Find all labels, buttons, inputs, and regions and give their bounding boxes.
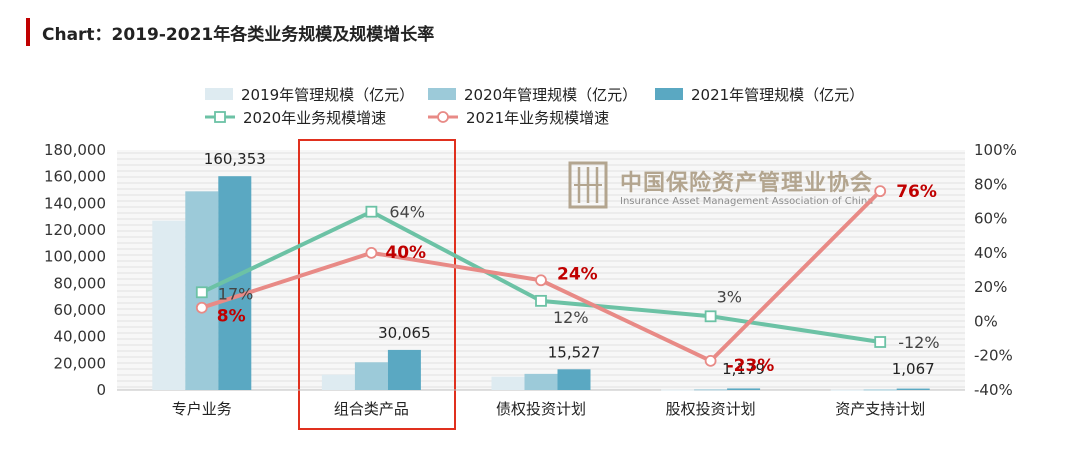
legend: 2019年管理规模（亿元） 2020年管理规模（亿元） 2021年管理规模（亿元） 2… <box>205 86 864 127</box>
legend-swatch <box>205 88 233 100</box>
bar <box>727 388 761 390</box>
series-data-label: -23% <box>727 356 775 376</box>
legend-label: 2021年管理规模（亿元） <box>691 86 864 104</box>
bar <box>152 220 186 390</box>
y-right-tick-label: 80% <box>974 175 1007 193</box>
bar <box>524 373 558 390</box>
watermark-cn: 中国保险资产管理业协会 <box>620 170 873 196</box>
x-tick-label: 专户业务 <box>172 400 232 418</box>
y-right-tick-label: 40% <box>974 244 1007 262</box>
legend-label: 2019年管理规模（亿元） <box>241 86 414 104</box>
bar <box>694 389 728 391</box>
series-point <box>365 246 378 259</box>
y-left-tick-label: 160,000 <box>44 168 106 186</box>
chart-title: Chart：2019-2021年各类业务规模及规模增长率 <box>42 25 435 45</box>
bar <box>557 369 591 390</box>
lines <box>195 185 887 367</box>
y-left-tick-label: 80,000 <box>54 274 107 292</box>
legend-swatch <box>655 88 683 100</box>
y-left-tick-label: 20,000 <box>54 354 107 372</box>
series-data-label: 12% <box>553 308 589 327</box>
y-right-tick-label: -20% <box>974 347 1013 365</box>
series-point <box>195 286 208 299</box>
y-right-tick-label: -40% <box>974 381 1013 399</box>
x-tick-label: 债权投资计划 <box>496 400 586 418</box>
series-point <box>365 205 378 218</box>
series-data-label: 3% <box>717 287 742 306</box>
legend-swatch <box>428 88 456 100</box>
labels: 160,353 30,065 15,527 1,179 1,067 17% 64% 12% 3%… <box>204 150 940 378</box>
watermark-en: Insurance Asset Management Association o… <box>620 196 873 207</box>
bar <box>896 388 930 390</box>
series-point <box>535 294 547 307</box>
series-point <box>874 185 887 198</box>
x-tick-label: 股权投资计划 <box>666 400 756 418</box>
bar <box>830 389 864 391</box>
x-tick-label: 资产支持计划 <box>835 400 925 418</box>
bar-data-label: 30,065 <box>378 324 431 342</box>
y-right-tick-label: 100% <box>974 141 1017 159</box>
series-data-label: 24% <box>557 264 598 284</box>
y-left-tick-label: 180,000 <box>44 141 106 159</box>
legend-marker <box>214 111 226 123</box>
series-data-label: 76% <box>896 182 937 202</box>
bar-data-label: 160,353 <box>204 150 266 168</box>
x-tick-label: 组合类产品 <box>334 400 409 418</box>
bar-data-label: 1,179 <box>722 360 765 378</box>
series-data-label: -12% <box>898 333 939 352</box>
bar-data-label: 15,527 <box>548 343 601 361</box>
series-data-label: 17% <box>218 284 254 303</box>
y-left-tick-label: 60,000 <box>54 301 107 319</box>
y-right-tick-label: 20% <box>974 278 1007 296</box>
legend-label: 2020年管理规模（亿元） <box>464 86 637 104</box>
bars <box>152 176 930 391</box>
watermark-logo-icon <box>568 161 608 209</box>
y-left-tick-label: 40,000 <box>54 328 107 346</box>
legend-marker <box>437 111 449 123</box>
bar-data-label: 1,067 <box>892 360 935 378</box>
y-right-tick-label: 0% <box>974 312 998 330</box>
legend-label: 2021年业务规模增速 <box>466 109 609 127</box>
series-data-label: 40% <box>385 243 426 263</box>
legend-label: 2020年业务规模增速 <box>243 109 386 127</box>
plot-background <box>117 150 965 390</box>
bar <box>354 362 388 390</box>
series-data-label: 8% <box>217 307 246 327</box>
watermark: 中国保险资产管理业协会 Insurance Asset Management A… <box>568 161 873 209</box>
y-left-tick-label: 100,000 <box>44 248 106 266</box>
series-point <box>704 310 717 323</box>
y-right-tick-label: 60% <box>974 210 1007 228</box>
title-accent-bar <box>26 18 30 46</box>
bar <box>387 349 421 390</box>
bar <box>863 389 897 391</box>
series-point <box>704 354 717 367</box>
bar <box>661 389 695 391</box>
series-point <box>535 274 547 287</box>
highlight-box <box>298 139 456 430</box>
bar <box>491 376 525 390</box>
y-left-tick-label: 0 <box>96 381 106 399</box>
bar <box>321 374 355 390</box>
series-point <box>195 301 208 314</box>
y-left-tick-label: 140,000 <box>44 194 106 212</box>
series-data-label: 64% <box>389 203 425 222</box>
series-point <box>874 336 887 348</box>
y-left-tick-label: 120,000 <box>44 221 106 239</box>
